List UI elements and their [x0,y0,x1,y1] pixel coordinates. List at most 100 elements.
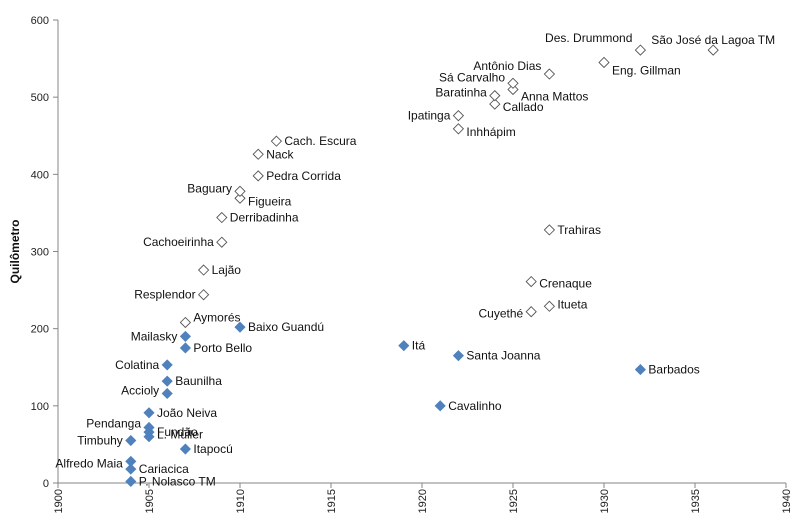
point-label: Inhhápim [466,125,515,139]
data-point-filled [179,443,191,455]
point-label: Resplendor [134,288,195,302]
point-label: Nack [266,147,294,161]
point-label: Figueira [248,194,292,208]
point-label: Pedra Corrida [266,169,341,183]
data-point-filled [179,342,191,354]
data-point-open [543,224,556,236]
point-label: Itapocú [193,442,232,456]
data-point-open [707,44,719,56]
point-label: Cavalinho [448,399,502,413]
data-point-filled [452,350,464,362]
point-label: Cach. Escura [284,134,356,148]
point-label: Pendanga [86,416,141,430]
data-point-open [525,306,537,318]
data-point-open [252,148,264,160]
point-label: São José da Lagoa TM [651,33,775,47]
x-tick-label: 1915 [326,489,338,513]
data-point-open [452,123,465,135]
point-label: Cachoeirinha [143,235,214,249]
point-label: Crenaque [539,277,592,291]
data-point-filled [179,330,191,342]
x-tick-label: 1930 [599,489,611,513]
point-label: Anna Mattos [521,89,588,103]
x-tick-label: 1900 [53,489,65,513]
point-label: Eng. Gillman [612,63,681,77]
point-label: Colatina [115,358,159,372]
data-point-filled [398,340,410,352]
point-label: Itueta [557,297,587,311]
data-point-open [598,56,610,69]
points-group [125,44,719,488]
point-label: Mailasky [131,329,178,343]
point-label: Des. Drummond [545,31,632,45]
data-point-open [507,83,519,96]
data-point-open [216,211,228,224]
y-tick-label: 200 [31,324,49,336]
data-point-open [252,170,264,182]
point-label: Baixo Guandú [248,320,324,334]
point-label: L. Müller [157,428,203,442]
x-tick-label: 1920 [417,489,429,513]
data-point-filled [125,463,137,475]
x-tick-label: 1940 [781,489,793,513]
x-tick-label: 1905 [144,489,156,513]
point-label: Cariacica [139,462,189,476]
point-label: Ipatinga [408,109,451,123]
data-point-open [543,68,556,80]
data-point-filled [161,359,173,371]
y-axis-title: Quilômetro [8,219,22,283]
point-label: João Neiva [157,406,217,420]
data-point-filled [234,321,246,333]
y-tick-label: 600 [31,15,49,27]
data-point-open [216,236,228,248]
point-label: Callado [503,100,544,114]
point-label: Baunilha [175,374,222,388]
data-point-open [489,89,501,102]
data-point-open [543,300,556,312]
y-tick-label: 500 [31,92,49,104]
point-label: Santa Joanna [466,349,540,363]
data-point-open [197,289,210,301]
point-label: Fundão [157,425,198,439]
data-point-open [507,77,519,89]
data-point-open [525,275,537,288]
point-label: Baratinha [435,86,487,100]
point-label: Derribadinha [230,211,299,225]
point-label: Baguary [187,181,232,195]
data-point-filled [634,363,646,376]
point-label: Aymorés [193,310,240,324]
data-point-filled [161,375,173,387]
data-point-open [197,264,210,276]
point-label: Lajão [212,263,242,277]
data-point-filled [125,455,137,467]
point-label: Accioly [121,383,159,397]
data-point-filled [161,387,173,400]
y-tick-label: 300 [31,247,49,259]
x-tick-label: 1925 [508,489,520,513]
point-label: Cuyethé [478,307,523,321]
point-label: Timbuhy [77,434,123,448]
data-point-filled [125,434,137,447]
data-point-open [634,44,647,56]
data-point-filled [125,475,137,488]
y-tick-label: 0 [43,478,49,490]
point-label: Barbados [648,363,699,377]
point-label: Trahiras [557,223,601,237]
point-label: Itá [412,339,426,353]
y-tick-label: 100 [31,401,49,413]
data-point-filled [434,400,446,412]
point-label: Alfredo Maia [55,456,123,470]
data-point-open [270,135,283,147]
data-point-filled [143,407,155,419]
point-label: P. Nolasco TM [139,474,216,488]
data-point-filled [143,421,155,434]
point-label: Sá Carvalho [439,70,505,84]
data-point-open [179,316,192,329]
data-point-open [452,110,465,122]
point-label: Porto Bello [193,341,252,355]
y-tick-label: 400 [31,169,49,181]
data-point-open [234,192,246,204]
